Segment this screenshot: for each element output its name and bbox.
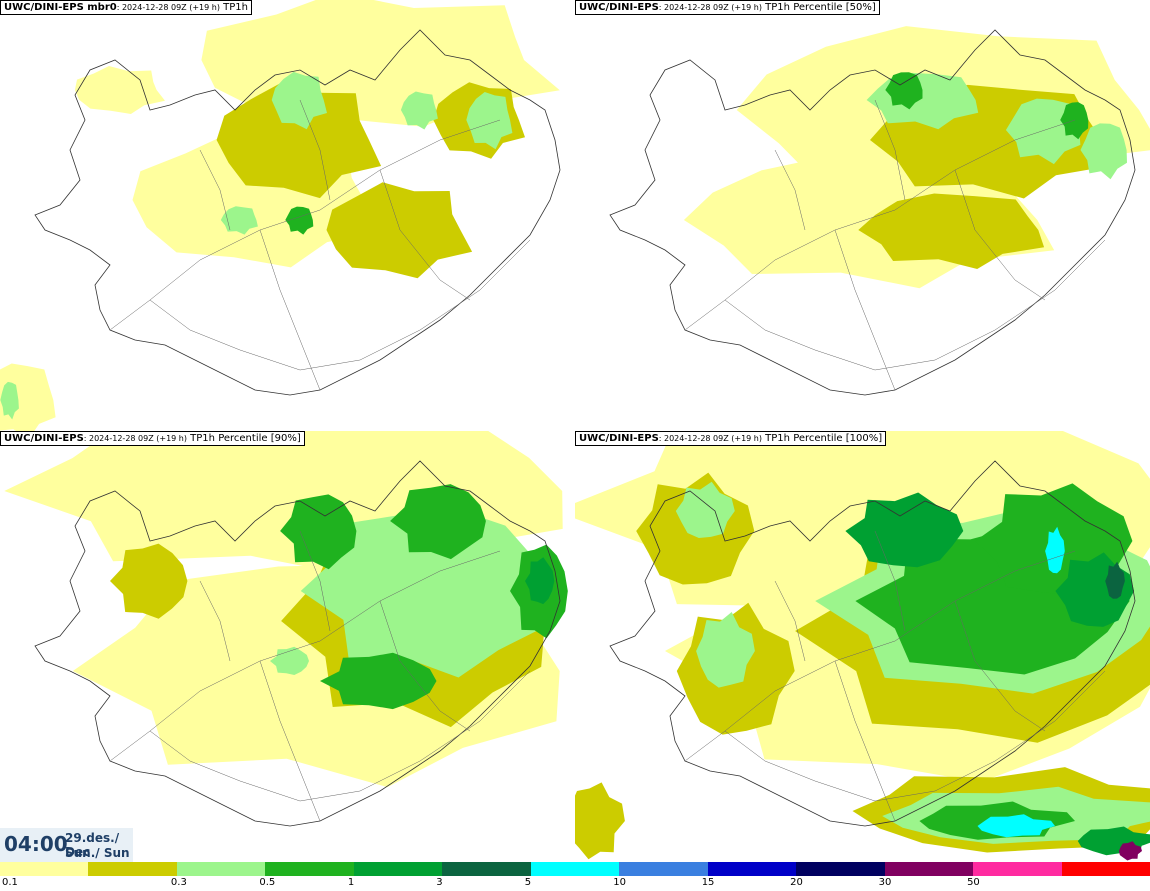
road-line	[109, 119, 501, 331]
valid-time-box: 04:00 29.des./ Dec Sun./ Sun	[0, 828, 133, 862]
legend-tick-label: 50	[967, 877, 980, 888]
legend-tick-label: 3	[436, 877, 443, 888]
color-legend	[0, 862, 1150, 876]
precip-area	[271, 71, 327, 130]
road-line	[834, 229, 896, 391]
road-line	[379, 169, 471, 301]
precip-area	[280, 494, 357, 570]
panel-title: UWC/DINI-EPS: 2024-12-28 09Z (+19 h) TP1…	[575, 0, 880, 15]
legend-swatch	[707, 862, 797, 876]
precip-area	[696, 612, 755, 688]
legend-swatch	[973, 862, 1062, 876]
road-line	[874, 530, 906, 632]
legend-tick-label: 15	[701, 877, 715, 888]
road-line	[299, 530, 331, 632]
coastline	[34, 29, 561, 396]
road-line	[774, 149, 806, 231]
precip-area	[1118, 841, 1142, 861]
map-panel-p50: UWC/DINI-EPS: 2024-12-28 09Z (+19 h) TP1…	[575, 0, 1150, 431]
precip-area	[390, 484, 486, 560]
panel-title: UWC/DINI-EPS: 2024-12-28 09Z (+19 h) TP1…	[575, 431, 887, 446]
precip-area	[575, 782, 625, 860]
precip-area	[74, 66, 165, 114]
precip-area	[320, 652, 437, 710]
legend-swatch	[88, 862, 177, 876]
legend-swatch	[0, 862, 89, 876]
map-p100	[575, 431, 1150, 861]
road-line	[109, 550, 501, 762]
map-member0	[0, 0, 561, 431]
precip-area	[216, 83, 382, 199]
road-line	[954, 169, 1046, 301]
precip-area	[1105, 561, 1125, 599]
road-line	[259, 229, 321, 391]
road-line	[684, 550, 1076, 762]
legend-swatch	[442, 862, 531, 876]
legend-ticks: 0.1 0.3 0.5 1 3 5 10 15 20 30 50	[0, 876, 1150, 891]
map-panel-member0: UWC/DINI-EPS mbr0: 2024-12-28 09Z (+19 h…	[0, 0, 575, 431]
legend-tick-label: 30	[878, 877, 892, 888]
valid-date: 29.des./ Dec	[65, 831, 120, 859]
precip-area	[400, 91, 438, 130]
road-line	[149, 239, 531, 371]
precip-area	[1080, 123, 1127, 180]
precip-area	[845, 492, 964, 568]
coastline	[34, 460, 561, 827]
precip-area	[0, 381, 19, 420]
legend-swatch	[265, 862, 354, 876]
road-line	[379, 600, 471, 732]
road-line	[199, 580, 231, 662]
map-p50	[609, 26, 1150, 396]
precip-area	[220, 206, 258, 235]
road-line	[834, 660, 896, 822]
road-line	[199, 149, 231, 231]
precip-area	[525, 557, 555, 605]
precip-area	[285, 206, 314, 235]
precip-area	[977, 814, 1055, 838]
road-line	[954, 600, 1046, 732]
precip-area	[110, 543, 188, 619]
legend-swatch	[176, 862, 266, 876]
panel-title: UWC/DINI-EPS mbr0: 2024-12-28 09Z (+19 h…	[0, 0, 252, 15]
precip-area	[466, 92, 513, 150]
precip-area	[1060, 102, 1089, 140]
road-line	[774, 580, 806, 662]
map-panel-p100: UWC/DINI-EPS: 2024-12-28 09Z (+19 h) TP1…	[575, 431, 1150, 862]
road-line	[874, 99, 906, 201]
road-line	[299, 99, 331, 201]
road-line	[684, 119, 1076, 331]
legend-tick-label: 20	[790, 877, 803, 888]
legend-tick-label: 5	[524, 877, 532, 888]
precip-area	[270, 646, 309, 675]
coastline	[609, 460, 1136, 827]
coastline	[609, 29, 1136, 396]
road-line	[724, 239, 1106, 371]
legend-swatch	[884, 862, 974, 876]
road-line	[259, 660, 321, 822]
precip-area	[1005, 98, 1081, 165]
precip-area	[300, 509, 548, 678]
valid-weekday: Sun./ Sun	[65, 846, 130, 860]
legend-tick-label: 0.3	[170, 877, 187, 888]
legend-tick-label: 10	[613, 877, 626, 888]
map-panel-p90: UWC/DINI-EPS: 2024-12-28 09Z (+19 h) TP1…	[0, 431, 575, 862]
legend-tick-label: 0.1	[2, 877, 18, 888]
precip-area	[675, 481, 735, 538]
road-line	[724, 670, 1106, 802]
panel-title: UWC/DINI-EPS: 2024-12-28 09Z (+19 h) TP1…	[0, 431, 305, 446]
precip-area	[1045, 526, 1065, 574]
legend-swatch	[353, 862, 443, 876]
precip-area	[326, 182, 473, 279]
precip-area	[858, 193, 1045, 269]
legend-tick-label: 0.5	[259, 877, 276, 888]
legend-swatch	[530, 862, 620, 876]
legend-swatch	[1061, 862, 1150, 876]
legend-tick-label: 1	[347, 877, 355, 888]
map-p90	[4, 431, 568, 827]
valid-time: 04:00	[4, 832, 68, 856]
legend-swatch	[619, 862, 708, 876]
legend-swatch	[796, 862, 885, 876]
road-line	[149, 670, 531, 802]
